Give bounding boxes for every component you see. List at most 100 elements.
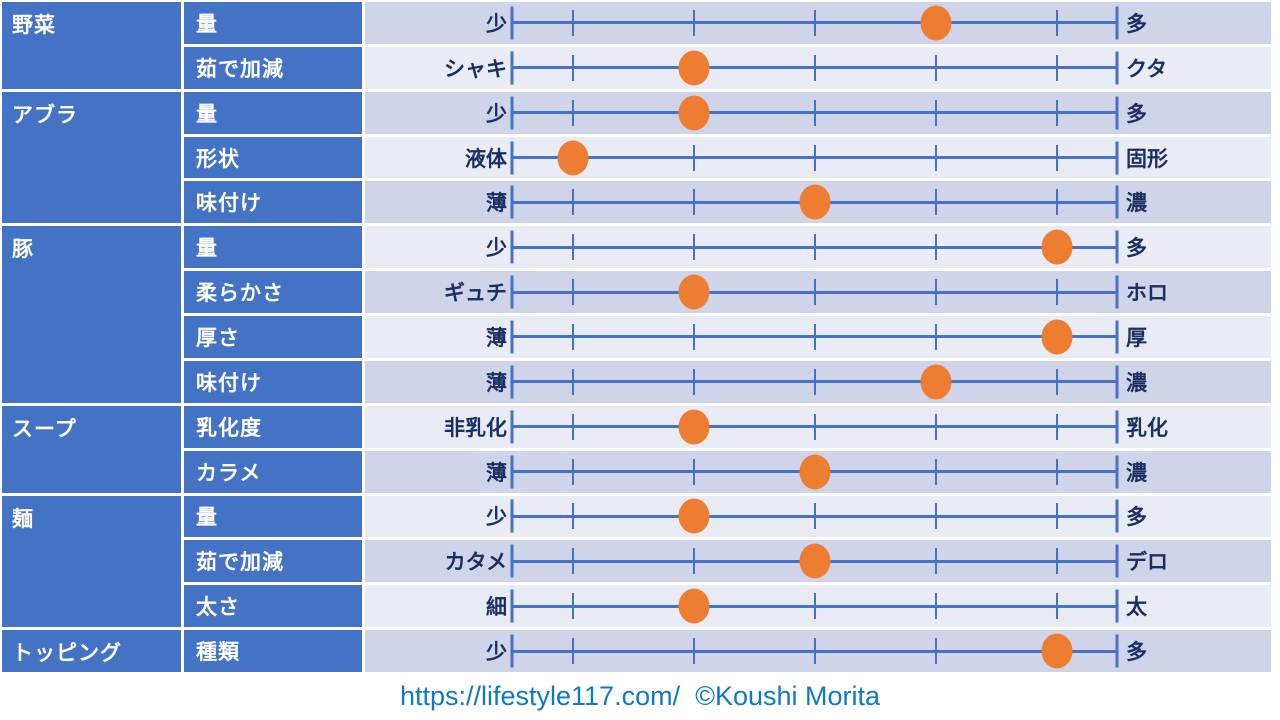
tick-mark [934,323,937,350]
tick-mark [813,503,816,530]
end-tick [510,589,514,623]
value-dot [1041,229,1072,265]
tick-mark [934,189,937,216]
tick-mark [813,9,816,36]
slider-track [510,496,1119,538]
tick-mark [813,323,816,350]
scale-cell: 少多 [365,226,1271,269]
scale-cell: 少多 [365,91,1271,134]
category-label: アブラ [12,103,78,127]
max-label: 厚 [1126,326,1147,350]
tick-mark [1055,458,1058,485]
tick-mark [1055,368,1058,395]
value-dot [678,274,709,310]
end-tick [1115,6,1119,40]
scale-cell: 薄厚 [365,316,1271,358]
end-tick [510,320,514,354]
attribute-cell: 茹で加減 [184,46,362,89]
min-label: 少 [486,102,507,126]
value-dot [799,184,830,220]
value-dot [557,140,588,176]
tick-mark [692,189,695,216]
tick-mark [1055,189,1058,216]
end-tick [510,96,514,130]
tick-mark [692,368,695,395]
tick-mark [571,458,574,485]
end-tick [510,230,514,264]
category-cell: 麺 [2,495,181,628]
tick-mark [571,413,574,440]
scale-cell: 少多 [365,2,1271,44]
value-dot [920,5,951,41]
tick-mark [571,99,574,126]
end-tick [1115,544,1119,578]
attribute-label: カラメ [196,461,262,485]
min-label: 細 [486,596,507,620]
tick-mark [1055,593,1058,620]
tick-mark [813,234,816,261]
attribute-label: 量 [196,506,218,530]
category-cell: スープ [2,405,181,493]
max-label: デロ [1126,551,1168,575]
attribute-label: 太さ [196,596,240,620]
end-tick [1115,499,1119,533]
slider-track [510,406,1119,448]
scale-cell: 少多 [365,495,1271,538]
tick-mark [571,54,574,81]
attribute-table: 野菜量少多茹で加減 シャキ クタ アブラ量少多形状 液体 固形 味付け薄濃豚量少多柔らかさギ… [2,2,1271,672]
attribute-cell: 量 [184,495,362,538]
category-label: 豚 [12,238,34,262]
end-tick [1115,51,1119,85]
tick-mark [571,323,574,350]
max-label: 太 [1126,596,1147,620]
tick-mark [934,54,937,81]
value-dot [678,498,709,534]
tick-mark [571,503,574,530]
value-dot [678,588,709,624]
tick-mark [934,144,937,171]
max-label: 多 [1126,641,1147,665]
slider-track [510,181,1119,223]
footer: https://lifestyle117.com/ ©Koushi Morita [0,672,1280,720]
tick-mark [692,234,695,261]
attribute-label: 味付け [196,371,262,395]
slider-track [510,47,1119,89]
category-label: スープ [12,417,77,441]
min-label: 薄 [486,371,507,395]
max-label: 乳化 [1126,416,1168,440]
attribute-cell: 茹で加減 [184,540,362,583]
tick-mark [692,548,695,575]
value-dot [678,50,709,86]
category-cell: アブラ [2,91,181,224]
tick-mark [813,144,816,171]
attribute-cell: 乳化度 [184,405,362,448]
attribute-cell: カラメ [184,450,362,493]
end-tick [1115,185,1119,219]
attribute-label: 形状 [196,147,240,171]
tick-mark [813,638,816,665]
min-label: 薄 [486,326,507,350]
min-label: 少 [486,641,507,665]
slider-track [510,2,1119,44]
tick-mark [692,323,695,350]
tick-mark [813,413,816,440]
attribute-label: 厚さ [196,326,240,350]
end-tick [510,6,514,40]
value-dot [799,543,830,579]
end-tick [510,410,514,444]
end-tick [510,51,514,85]
max-label: 多 [1126,237,1147,261]
end-tick [510,544,514,578]
tick-mark [813,593,816,620]
scale-cell: 液体 固形 [365,136,1271,179]
tick-mark [934,234,937,261]
category-cell: トッピング [2,630,181,672]
attribute-label: 柔らかさ [196,282,284,306]
tick-mark [692,458,695,485]
end-tick [1115,589,1119,623]
end-tick [1115,320,1119,354]
min-label: 液体 [465,147,507,171]
end-tick [1115,96,1119,130]
scale-cell: カタメ デロ [365,540,1271,583]
min-label: 薄 [486,192,507,216]
